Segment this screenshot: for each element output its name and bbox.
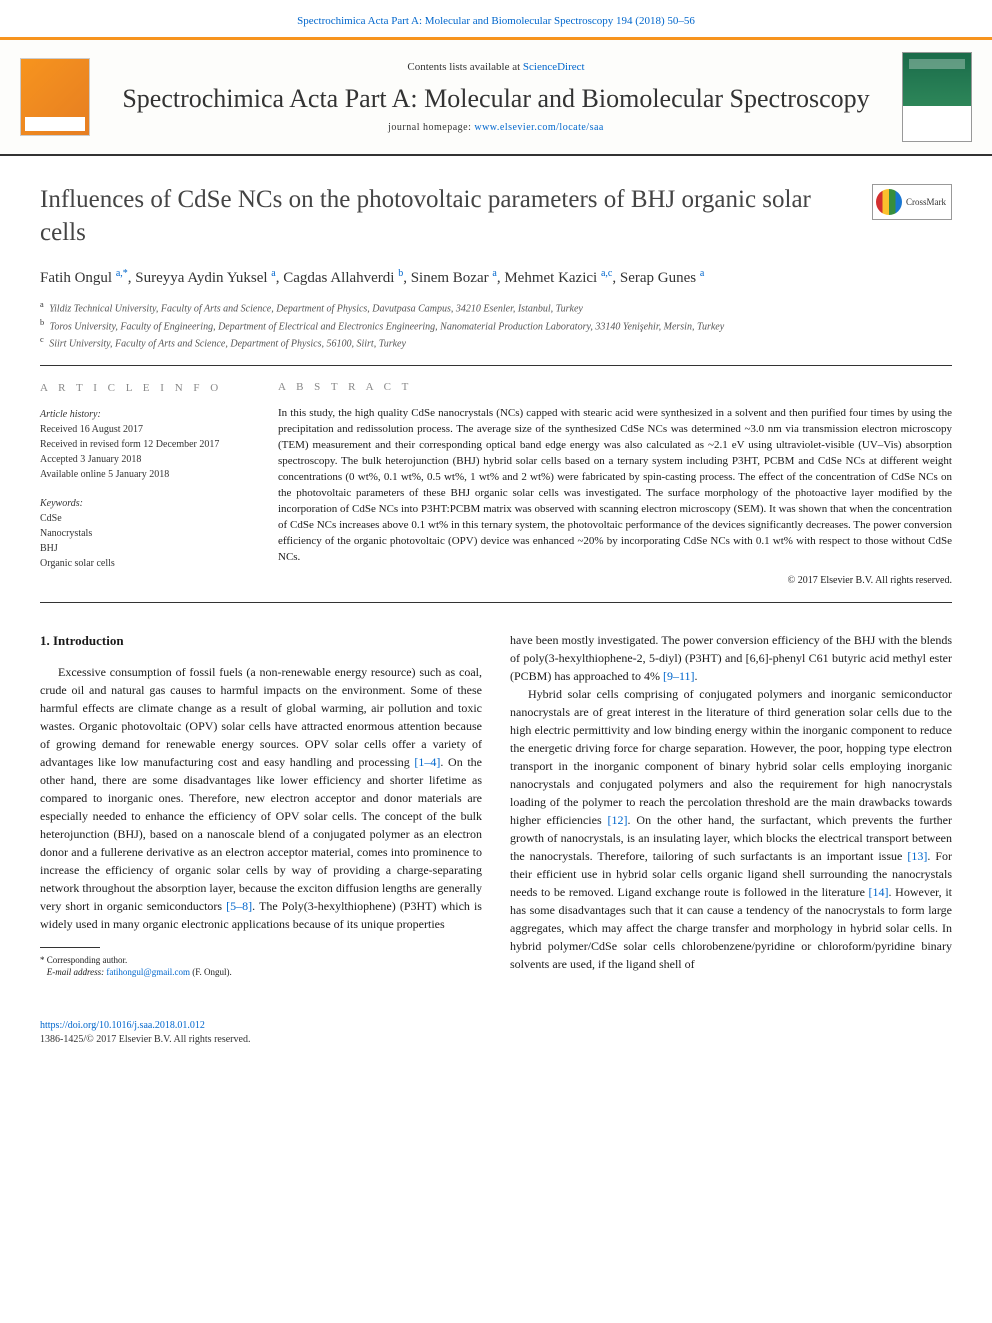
elsevier-logo: ELSEVIER <box>20 58 90 136</box>
keyword-item: Nanocrystals <box>40 526 242 541</box>
intro-paragraph-1-cont: have been mostly investigated. The power… <box>510 631 952 685</box>
ref-link-1-4[interactable]: [1–4] <box>414 755 440 769</box>
header-center: Contents lists available at ScienceDirec… <box>110 60 882 135</box>
email-author-suffix: (F. Ongul). <box>192 967 232 977</box>
body-left-column: 1. Introduction Excessive consumption of… <box>40 631 482 979</box>
keyword-item: BHJ <box>40 541 242 556</box>
keyword-item: Organic solar cells <box>40 556 242 571</box>
crossmark-badge[interactable]: CrossMark <box>872 184 952 220</box>
ref-link-5-8[interactable]: [5–8] <box>226 899 252 913</box>
journal-homepage-link[interactable]: www.elsevier.com/locate/saa <box>474 122 603 133</box>
journal-name: Spectrochimica Acta Part A: Molecular an… <box>110 83 882 114</box>
email-label: E-mail address: <box>47 967 104 977</box>
article-info-column: a r t i c l e i n f o Article history: R… <box>40 366 260 602</box>
article-history-block: Article history: Received 16 August 2017… <box>40 407 242 482</box>
abstract-heading: a b s t r a c t <box>278 380 952 396</box>
history-line: Available online 5 January 2018 <box>40 467 242 482</box>
page-footer: https://doi.org/10.1016/j.saa.2018.01.01… <box>0 1009 992 1067</box>
issn-copyright-line: 1386-1425/© 2017 Elsevier B.V. All right… <box>40 1034 250 1045</box>
keywords-block: Keywords: CdSeNanocrystalsBHJOrganic sol… <box>40 496 242 571</box>
author-list: Fatih Ongul a,*, Sureyya Aydin Yuksel a,… <box>0 267 992 299</box>
abstract-copyright: © 2017 Elsevier B.V. All rights reserved… <box>278 574 952 589</box>
ref-link-12[interactable]: [12] <box>608 813 628 827</box>
ref-link-14[interactable]: [14] <box>869 885 889 899</box>
body-two-column: 1. Introduction Excessive consumption of… <box>0 631 992 1009</box>
intro-paragraph-1: Excessive consumption of fossil fuels (a… <box>40 663 482 933</box>
history-line: Received 16 August 2017 <box>40 422 242 437</box>
affiliation-line: a Yildiz Technical University, Faculty o… <box>40 299 952 316</box>
intro-paragraph-2: Hybrid solar cells comprising of conjuga… <box>510 685 952 973</box>
abstract-text: In this study, the high quality CdSe nan… <box>278 406 952 565</box>
citation-link[interactable]: Spectrochimica Acta Part A: Molecular an… <box>297 15 695 27</box>
ref-link-9-11[interactable]: [9–11] <box>663 669 695 683</box>
footnote-separator <box>40 947 100 948</box>
contents-line: Contents lists available at ScienceDirec… <box>110 60 882 75</box>
affiliations: a Yildiz Technical University, Faculty o… <box>0 299 992 365</box>
running-head-citation: Spectrochimica Acta Part A: Molecular an… <box>0 0 992 37</box>
keywords-label: Keywords: <box>40 496 242 511</box>
crossmark-label: CrossMark <box>906 196 946 209</box>
corresponding-author-footnote: * Corresponding author. E-mail address: … <box>40 954 482 979</box>
section-heading-introduction: 1. Introduction <box>40 631 482 651</box>
article-title: Influences of CdSe NCs on the photovolta… <box>40 184 840 249</box>
corresponding-author-label: Corresponding author. <box>47 955 128 965</box>
body-right-column: have been mostly investigated. The power… <box>510 631 952 979</box>
affiliation-line: c Siirt University, Faculty of Arts and … <box>40 334 952 351</box>
meta-abstract-row: a r t i c l e i n f o Article history: R… <box>40 365 952 603</box>
article-header: Influences of CdSe NCs on the photovolta… <box>0 156 992 267</box>
footnote-star: * <box>40 955 45 965</box>
affiliation-line: b Toros University, Faculty of Engineeri… <box>40 317 952 334</box>
abstract-column: a b s t r a c t In this study, the high … <box>260 366 952 602</box>
journal-header-band: ELSEVIER Contents lists available at Sci… <box>0 37 992 156</box>
history-line: Accepted 3 January 2018 <box>40 452 242 467</box>
keyword-item: CdSe <box>40 511 242 526</box>
journal-homepage-line: journal homepage: www.elsevier.com/locat… <box>110 121 882 135</box>
homepage-prefix: journal homepage: <box>388 122 474 133</box>
contents-prefix: Contents lists available at <box>407 61 522 73</box>
crossmark-icon <box>876 189 902 215</box>
history-line: Received in revised form 12 December 201… <box>40 437 242 452</box>
journal-cover-thumbnail <box>902 52 972 142</box>
corresponding-email-link[interactable]: fatihongul@gmail.com <box>106 967 190 977</box>
doi-link[interactable]: https://doi.org/10.1016/j.saa.2018.01.01… <box>40 1020 205 1031</box>
article-info-heading: a r t i c l e i n f o <box>40 380 242 397</box>
ref-link-13[interactable]: [13] <box>907 849 927 863</box>
sciencedirect-link[interactable]: ScienceDirect <box>523 61 585 73</box>
elsevier-logo-text: ELSEVIER <box>36 122 73 132</box>
article-history-label: Article history: <box>40 407 242 422</box>
